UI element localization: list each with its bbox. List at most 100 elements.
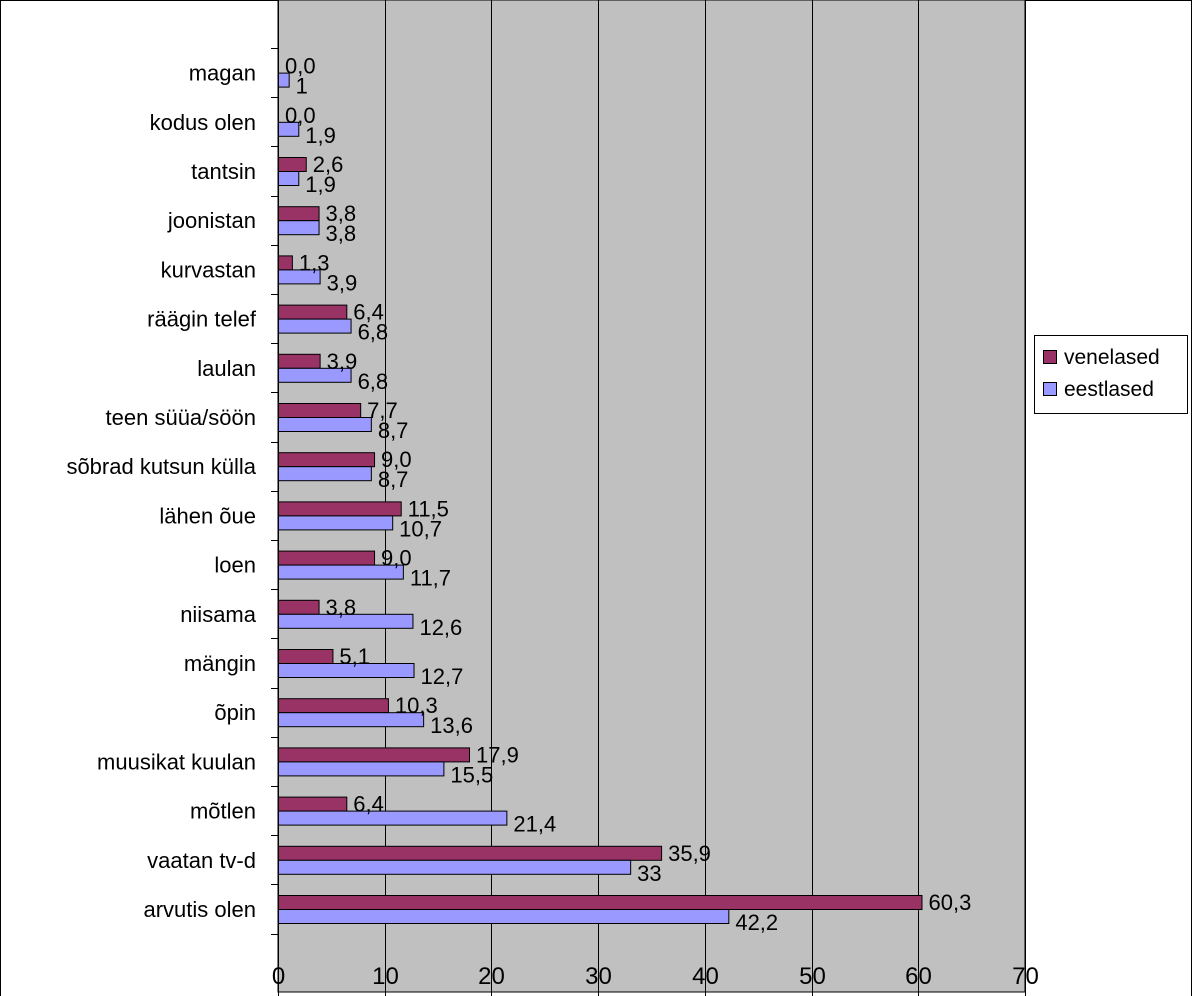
x-tick-label: 60 — [905, 963, 932, 990]
data-label-eestlased: 15,5 — [450, 762, 493, 787]
category-label: arvutis olen — [143, 897, 256, 922]
data-label-venelased: 3,8 — [326, 201, 357, 226]
data-label-venelased: 3,8 — [326, 595, 357, 620]
bar-venelased — [278, 845, 663, 861]
bar-venelased — [278, 206, 320, 222]
bar-eestlased — [278, 417, 372, 432]
bar-eestlased — [278, 171, 300, 186]
category-label: laulan — [197, 356, 256, 381]
x-tick-label: 10 — [372, 963, 399, 990]
data-label-venelased: 6,4 — [353, 792, 384, 817]
bar-venelased — [278, 501, 402, 517]
data-label-venelased: 17,9 — [476, 742, 519, 767]
category-label: mõtlen — [190, 799, 256, 824]
bar-eestlased — [278, 859, 632, 875]
data-label-venelased: 0,0 — [285, 54, 316, 79]
bar-eestlased — [278, 121, 300, 137]
bar-venelased — [278, 304, 348, 320]
data-label-venelased: 9,0 — [381, 546, 412, 571]
category-label: niisama — [180, 602, 257, 627]
x-tick-label: 70 — [1012, 963, 1039, 990]
data-label-venelased: 2,6 — [313, 152, 344, 177]
data-label-eestlased: 8,7 — [378, 418, 409, 443]
category-label: õpin — [214, 700, 256, 725]
bar-eestlased — [278, 909, 730, 924]
data-label-venelased: 3,9 — [327, 349, 358, 374]
category-label: lähen õue — [159, 503, 256, 528]
category-label: muusikat kuulan — [97, 749, 256, 774]
bar-venelased — [278, 649, 334, 664]
bar-eestlased — [278, 663, 415, 678]
plot-background — [277, 0, 1026, 993]
data-label-eestlased: 33 — [637, 861, 661, 886]
category-label: teen süüa/söön — [106, 405, 256, 430]
data-label-eestlased: 1,9 — [305, 172, 336, 197]
data-label-eestlased: 12,6 — [419, 615, 462, 640]
data-label-venelased: 1,3 — [299, 250, 330, 275]
x-tick-label: 30 — [585, 963, 612, 990]
bar-eestlased — [278, 613, 414, 629]
bar-eestlased — [278, 72, 290, 88]
bar-eestlased — [278, 810, 508, 826]
x-tick-label: 50 — [799, 963, 826, 990]
bar-venelased — [278, 353, 321, 369]
data-label-eestlased: 11,7 — [410, 566, 451, 591]
legend-swatch — [1043, 382, 1057, 396]
bar-eestlased — [278, 466, 372, 482]
data-label-eestlased: 3,8 — [326, 221, 357, 246]
bar-eestlased — [278, 269, 321, 285]
bar-eestlased — [278, 712, 425, 728]
bar-venelased — [278, 157, 307, 172]
data-label-eestlased: 13,6 — [430, 713, 473, 738]
x-tick-label: 20 — [478, 963, 505, 990]
data-label-eestlased: 21,4 — [513, 812, 556, 837]
bar-venelased — [278, 796, 348, 812]
x-tick-label: 40 — [692, 963, 719, 990]
data-label-venelased: 9,0 — [381, 447, 412, 472]
category-label: sõbrad kutsun külla — [66, 454, 256, 479]
category-label: kurvastan — [161, 257, 256, 282]
data-label-venelased: 0,0 — [285, 103, 316, 128]
category-label: tantsin — [191, 159, 256, 184]
category-label: magan — [189, 61, 256, 86]
bar-venelased — [278, 550, 376, 566]
data-label-eestlased: 3,9 — [327, 270, 358, 295]
data-label-venelased: 7,7 — [367, 398, 398, 423]
bar-eestlased — [278, 220, 320, 236]
x-tick-label: 0 — [272, 963, 285, 990]
bar-eestlased — [278, 515, 394, 531]
bar-venelased — [278, 255, 293, 271]
bar-venelased — [278, 895, 923, 910]
data-label-eestlased: 6,8 — [358, 320, 389, 345]
category-label: räägin telef — [147, 307, 257, 332]
legend: venelased eestlased — [1034, 335, 1188, 414]
data-label-eestlased: 1 — [296, 74, 308, 99]
data-label-venelased: 5,1 — [339, 644, 370, 669]
data-label-venelased: 35,9 — [668, 841, 711, 866]
category-label: loen — [214, 553, 256, 578]
bar-venelased — [278, 452, 376, 468]
bar-eestlased — [278, 564, 404, 580]
bar-venelased — [278, 747, 471, 763]
legend-swatch — [1043, 350, 1057, 364]
bar-eestlased — [278, 367, 352, 383]
data-label-eestlased: 10,7 — [399, 516, 442, 541]
data-label-venelased: 11,5 — [408, 496, 449, 521]
legend-label: venelased — [1064, 346, 1160, 369]
legend-label: eestlased — [1064, 378, 1154, 401]
data-label-eestlased: 1,9 — [305, 123, 336, 148]
bar-venelased — [278, 698, 389, 714]
bar-venelased — [278, 599, 320, 615]
data-label-eestlased: 6,8 — [358, 369, 389, 394]
data-label-venelased: 10,3 — [395, 693, 438, 718]
data-label-eestlased: 42,2 — [735, 910, 778, 935]
category-label: kodus olen — [150, 110, 256, 135]
data-label-venelased: 6,4 — [353, 300, 384, 325]
data-label-venelased: 60,3 — [928, 890, 971, 915]
category-label: vaatan tv-d — [147, 848, 256, 873]
legend-box — [1034, 335, 1188, 414]
bar-venelased — [278, 403, 362, 418]
